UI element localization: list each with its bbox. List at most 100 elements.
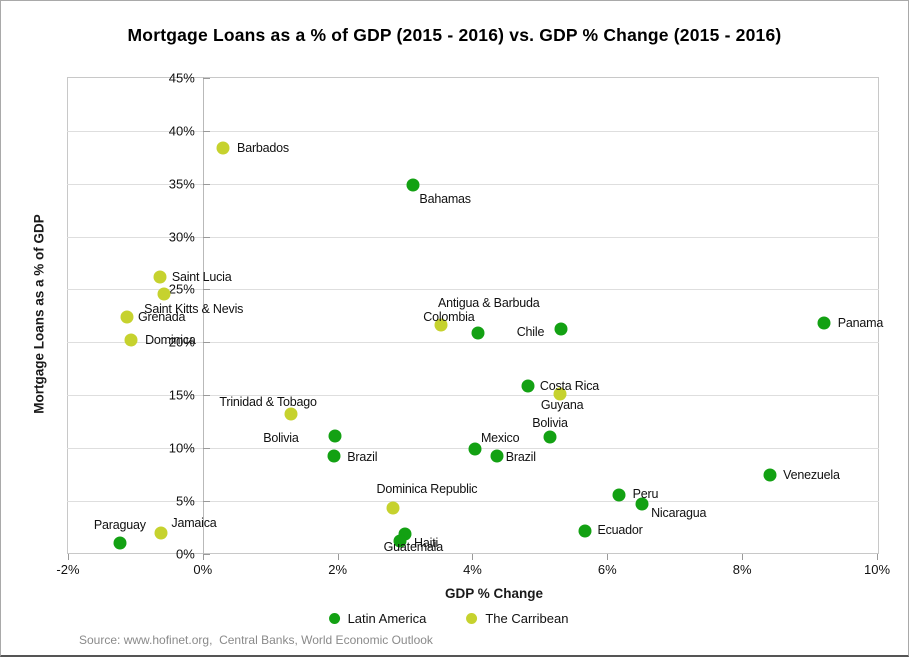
data-label-bolivia: Bolivia — [263, 431, 299, 446]
y-tick-label: 25% — [168, 281, 195, 297]
chart-legend: Latin America The Carribean — [328, 611, 568, 626]
data-label-guatemala: Guatemala — [383, 540, 444, 555]
y-tick-label: 30% — [168, 229, 195, 245]
data-point-bolivia[interactable] — [328, 429, 342, 443]
y-axis-title: Mortgage Loans as a % of GDP — [31, 214, 47, 414]
data-label-guyana: Guyana — [540, 397, 584, 412]
data-label-brazil: Brazil — [505, 449, 536, 464]
y-tick-25% — [202, 289, 210, 291]
gridline-y-20 — [67, 342, 879, 344]
data-point-nicaragua[interactable] — [635, 497, 649, 511]
x-axis-title: GDP % Change — [1, 586, 908, 601]
x-axis-title-text: GDP % Change — [444, 586, 544, 601]
data-point-colombia[interactable] — [471, 326, 485, 340]
data-point-brazil[interactable] — [327, 449, 341, 463]
data-point-bahamas[interactable] — [406, 178, 420, 192]
y-tick-5% — [202, 500, 210, 502]
x-tick-label: 0% — [193, 562, 213, 577]
legend-item-latin-america[interactable]: Latin America — [328, 611, 426, 626]
y-tick-15% — [202, 395, 210, 397]
data-point-guatemala[interactable] — [393, 534, 407, 548]
data-point-dominica[interactable] — [124, 333, 138, 347]
y-axis-line — [202, 77, 204, 554]
data-label-barbados: Barbados — [237, 141, 289, 156]
x-tick-4% — [472, 554, 474, 560]
data-label-dominica: Dominica — [145, 333, 196, 348]
y-tick-label: 40% — [168, 123, 195, 139]
data-label-mexico: Mexico — [480, 431, 520, 446]
data-point-bolivia[interactable] — [543, 430, 557, 444]
x-tick-8% — [742, 554, 744, 560]
x-tick-10% — [877, 554, 878, 560]
x-tick-2% — [337, 554, 339, 560]
y-tick-label: 20% — [168, 334, 195, 350]
gridline-y-25 — [67, 289, 879, 291]
legend-label-the-carribean: The Carribean — [485, 611, 569, 626]
data-label-ecuador: Ecuador — [597, 523, 643, 538]
data-label-chile: Chile — [516, 324, 545, 339]
data-point-panama[interactable] — [817, 316, 831, 330]
data-point-barbados[interactable] — [216, 141, 230, 155]
y-tick-0% — [202, 553, 210, 555]
x-tick-label: 2% — [328, 562, 348, 577]
data-point-antigua-barbuda[interactable] — [434, 318, 448, 332]
data-label-nicaragua: Nicaragua — [651, 505, 707, 520]
legend-marker-latin-america-icon — [328, 613, 340, 624]
data-label-dominica-republic: Dominica Republic — [376, 481, 478, 496]
data-label-bolivia: Bolivia — [532, 415, 568, 430]
data-label-saint-lucia: Saint Lucia — [171, 269, 232, 284]
gridline-y-35 — [67, 183, 879, 185]
y-tick-label: 0% — [176, 546, 195, 562]
y-tick-10% — [202, 448, 210, 450]
data-point-brazil[interactable] — [490, 449, 504, 463]
source-attribution: Source: www.hofinet.org, Central Banks, … — [79, 633, 433, 647]
y-tick-label: 45% — [168, 70, 195, 86]
data-point-dominica-republic[interactable] — [386, 501, 400, 515]
data-label-jamaica: Jamaica — [171, 515, 217, 530]
data-point-venezuela[interactable] — [763, 468, 777, 482]
y-tick-45% — [202, 77, 210, 79]
data-point-saint-lucia[interactable] — [153, 270, 167, 284]
data-label-panama: Panama — [837, 315, 884, 330]
data-point-peru[interactable] — [612, 488, 626, 502]
x-tick--2% — [67, 554, 69, 560]
data-label-trinidad-tobago: Trinidad & Tobago — [219, 394, 317, 409]
data-point-grenada[interactable] — [120, 310, 134, 324]
data-point-costa-rica[interactable] — [521, 379, 535, 393]
x-tick-label: 4% — [463, 562, 482, 577]
data-label-costa-rica: Costa Rica — [539, 378, 600, 393]
legend-marker-the-carribean-icon — [466, 613, 478, 624]
x-tick-label: 8% — [732, 562, 752, 577]
data-label-venezuela: Venezuela — [783, 468, 840, 482]
data-point-ecuador[interactable] — [578, 524, 592, 538]
data-point-paraguay[interactable] — [113, 536, 127, 550]
data-label-grenada: Grenada — [137, 309, 186, 324]
data-point-jamaica[interactable] — [154, 526, 168, 540]
data-point-guyana[interactable] — [553, 387, 567, 401]
data-label-paraguay: Paraguay — [93, 518, 146, 533]
gridline-y-30 — [67, 236, 879, 238]
y-tick-label: 35% — [168, 176, 195, 192]
data-label-antigua-barbuda: Antigua & Barbuda — [438, 296, 540, 311]
data-point-chile[interactable] — [554, 322, 568, 336]
data-point-trinidad-tobago[interactable] — [284, 407, 298, 421]
x-tick-0% — [202, 554, 204, 560]
data-label-bahamas: Bahamas — [419, 192, 471, 207]
y-tick-20% — [202, 342, 210, 344]
data-label-peru: Peru — [632, 486, 659, 501]
y-tick-40% — [202, 130, 210, 132]
plot-area — [67, 77, 879, 554]
x-tick-label: 6% — [597, 562, 617, 577]
data-point-mexico[interactable] — [468, 442, 482, 456]
x-tick-6% — [607, 554, 609, 560]
y-tick-label: 15% — [168, 387, 195, 403]
gridline-y-5 — [67, 500, 879, 502]
y-tick-label: 5% — [176, 493, 195, 509]
data-point-saint-kitts-nevis[interactable] — [157, 287, 171, 301]
gridline-y-15 — [67, 395, 879, 397]
chart-title: Mortgage Loans as a % of GDP (2015 - 201… — [127, 25, 782, 45]
y-tick-label: 10% — [168, 440, 195, 456]
y-tick-30% — [202, 236, 210, 238]
data-label-brazil: Brazil — [347, 449, 378, 464]
legend-item-the-carribean[interactable]: The Carribean — [466, 611, 568, 626]
